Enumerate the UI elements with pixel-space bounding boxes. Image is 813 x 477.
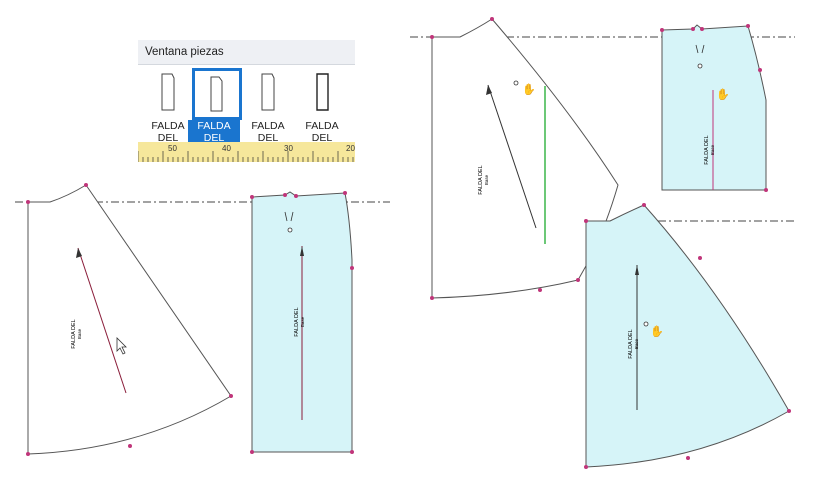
piece-preview [148,70,190,113]
ruler-tick-label: 30 [284,144,293,153]
window-title: Ventana piezas [138,40,355,65]
piece-label: FALDA DEL [188,120,240,144]
hand-cursor-icon: ✋ [522,83,536,96]
vertex-point[interactable] [758,68,762,72]
drill-hole [643,321,649,327]
vertex-point[interactable] [642,203,646,207]
straight-skirt-piece-right-top[interactable]: ✋ FALDA DEL Base [661,24,767,191]
vertex-point[interactable] [686,456,690,460]
vertex-point[interactable] [576,278,580,282]
flared-skirt-piece-right-bottom[interactable]: ✋ FALDA DEL Base [585,204,790,468]
dart-marks [695,44,705,54]
vertex-point[interactable] [787,409,791,413]
vertex-point[interactable] [660,28,664,32]
vertex-point[interactable] [430,35,434,39]
mouse-cursor-icon [116,337,127,355]
vertex-point[interactable] [26,200,30,204]
piece-name: FALDA DEL [704,135,710,164]
grainline-arrow [77,247,127,394]
vertex-point[interactable] [229,394,233,398]
vertex-point[interactable] [430,296,434,300]
piece-name: FALDA DEL [628,329,634,358]
piece-preview [192,68,242,120]
vertex-point[interactable] [350,450,354,454]
hand-cursor-icon: ✋ [650,325,664,338]
vertex-point[interactable] [490,17,494,21]
vertex-point[interactable] [350,266,354,270]
piece-name: FALDA DEL [478,165,484,194]
vertex-point[interactable] [128,444,132,448]
vertex-point[interactable] [26,452,30,456]
vertex-points [26,17,791,469]
pieces-window: Ventana piezas FALDA DEL FALDA DEL FALDA… [138,40,355,162]
piece-thumbnail[interactable]: FALDA DEL [242,66,294,162]
flared-skirt-piece-left[interactable]: FALDA DEL Base [27,184,232,455]
hand-cursor-icon: ✋ [716,88,730,101]
dart-marks [284,211,294,222]
piece-label: FALDA DEL [251,120,285,144]
vertex-point[interactable] [538,288,542,292]
drill-hole [513,80,519,86]
vertex-point[interactable] [698,256,702,260]
vertex-point[interactable] [343,191,347,195]
vertex-point[interactable] [700,27,704,31]
grainline-arrow [487,84,537,229]
piece-name: FALDA DEL [71,319,77,348]
vertex-point[interactable] [250,450,254,454]
ruler: 50 40 30 20 [138,142,355,162]
flared-skirt-piece-right-top[interactable]: ✋ FALDA DEL Base [431,18,619,299]
vertex-point[interactable] [283,193,287,197]
vertex-point[interactable] [746,24,750,28]
grainline-arrowhead [635,265,639,275]
piece-preview [302,70,344,113]
drill-hole [697,63,703,69]
vertex-point[interactable] [250,195,254,199]
piece-subname: Base [710,144,715,155]
piece-subname: Base [484,174,489,185]
vertex-point[interactable] [84,183,88,187]
piece-label: FALDA DEL [151,120,185,144]
vertex-point[interactable] [691,27,695,31]
piece-thumbnail[interactable]: FALDA DEL [296,66,348,162]
grainline-arrowhead [76,248,82,258]
vertex-point[interactable] [294,194,298,198]
ruler-tick-label: 40 [222,144,231,153]
piece-label: FALDA DEL [305,120,339,144]
piece-subname: Base [634,338,639,349]
straight-skirt-piece-left[interactable]: FALDA DEL Base [251,191,353,453]
piece-subname: Base [77,328,82,339]
piece-thumbnail-selected[interactable]: FALDA DEL [188,66,242,162]
piece-name: FALDA DEL [294,307,300,336]
piece-preview [248,70,290,113]
piece-thumbnail[interactable]: FALDA DEL [142,66,194,162]
piece-subname: Base [300,316,305,327]
vertex-point[interactable] [584,465,588,469]
ruler-tick-label: 20 [346,144,355,153]
ruler-tick-label: 50 [168,144,177,153]
grainline-arrowhead [486,85,492,95]
grainline-arrowhead [300,246,304,256]
vertex-point[interactable] [584,219,588,223]
vertex-point[interactable] [764,188,768,192]
drill-hole [287,227,293,233]
